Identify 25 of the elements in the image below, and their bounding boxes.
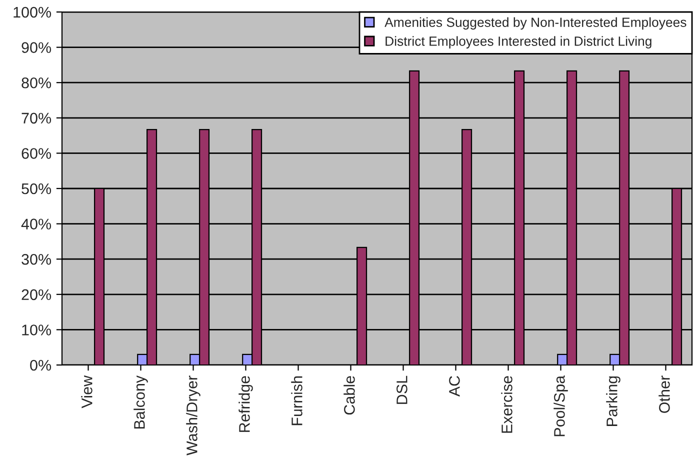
y-tick-label: 30% bbox=[22, 254, 52, 265]
x-tick-label: Pool/Spa bbox=[554, 375, 568, 436]
x-tick-label: Balcony bbox=[134, 375, 148, 429]
x-tick-label: Parking bbox=[606, 376, 620, 426]
y-tick-label: 40% bbox=[21, 218, 52, 230]
x-tick-label: Other bbox=[658, 376, 670, 413]
x-tick-label: AC bbox=[449, 376, 460, 397]
y-tick-label: 50% bbox=[22, 183, 52, 194]
y-tick-label: 0% bbox=[30, 360, 52, 371]
x-tick-label: DSL bbox=[396, 376, 408, 404]
legend-label: Amenities Suggested by Non-Interested Employees bbox=[384, 17, 686, 30]
y-tick-label: 80% bbox=[22, 77, 52, 88]
x-tick-label: Wash/Dryer bbox=[186, 376, 200, 456]
y-tick-label: 60% bbox=[22, 148, 52, 159]
x-tick-label: View bbox=[81, 375, 92, 408]
y-tick-label: 90% bbox=[22, 42, 52, 53]
legend-label: District Employees Interested in District Living bbox=[386, 36, 652, 48]
x-tick-label: Furnish bbox=[291, 376, 302, 426]
x-tick-label: Exercise bbox=[501, 376, 512, 433]
y-tick-label: 70% bbox=[22, 112, 52, 124]
y-tick-label: 10% bbox=[22, 324, 52, 336]
y-tick-label: 100% bbox=[14, 6, 52, 18]
y-tick-label: 20% bbox=[22, 289, 52, 300]
x-tick-label: Refridge bbox=[238, 376, 253, 432]
x-tick-label: Cable bbox=[344, 376, 355, 415]
